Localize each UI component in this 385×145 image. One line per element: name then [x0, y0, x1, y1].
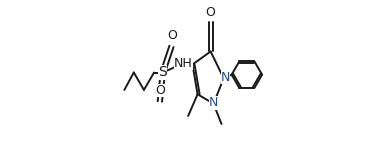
- Text: O: O: [206, 6, 216, 19]
- Text: N: N: [209, 96, 218, 109]
- Text: O: O: [167, 29, 177, 42]
- Text: O: O: [155, 84, 165, 97]
- Text: S: S: [158, 66, 167, 79]
- Text: NH: NH: [174, 57, 192, 70]
- Text: N: N: [221, 71, 230, 84]
